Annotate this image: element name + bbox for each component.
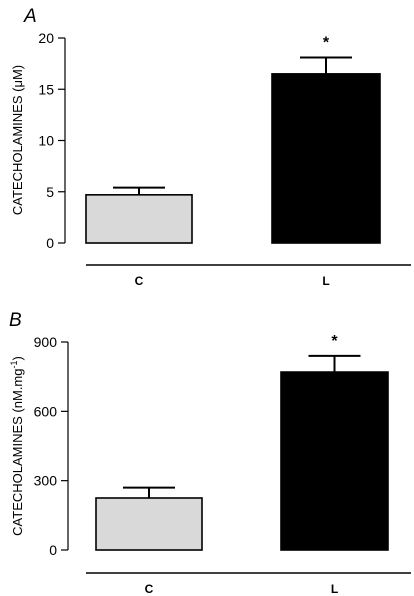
category-label: L	[322, 274, 329, 288]
y-tick-label: 600	[34, 403, 58, 419]
panel-a-letter: A	[23, 6, 37, 27]
panel-b-letter: B	[9, 310, 22, 331]
y-tick-label: 5	[46, 184, 54, 200]
bar-C	[85, 194, 193, 244]
bar-C	[95, 497, 203, 551]
y-tick-label: 0	[46, 235, 54, 251]
panel-a-chart: 0 5 10 15 20 CATECHOLAMINES (μM) C * L	[10, 30, 411, 288]
y-tick-label: 15	[38, 81, 54, 97]
category-label: C	[135, 274, 144, 288]
y-tick-label: 0	[49, 542, 57, 558]
y-axis-label: CATECHOLAMINES (μM)	[10, 65, 25, 215]
significance-star: *	[331, 333, 338, 350]
y-axis-label: CATECHOLAMINES (nM.mg-1)	[9, 356, 25, 536]
significance-star: *	[323, 34, 330, 51]
panel-b-chart: 0 300 600 900 CATECHOLAMINES (nM.mg-1) C * L	[9, 333, 411, 596]
category-label: C	[145, 582, 154, 596]
y-tick-label: 10	[38, 133, 54, 149]
category-label: L	[331, 582, 338, 596]
bar-L	[271, 73, 381, 244]
y-tick-label: 20	[38, 30, 54, 46]
bar-L	[280, 371, 389, 551]
y-tick-label: 300	[34, 473, 58, 489]
y-tick-label: 900	[34, 334, 58, 350]
